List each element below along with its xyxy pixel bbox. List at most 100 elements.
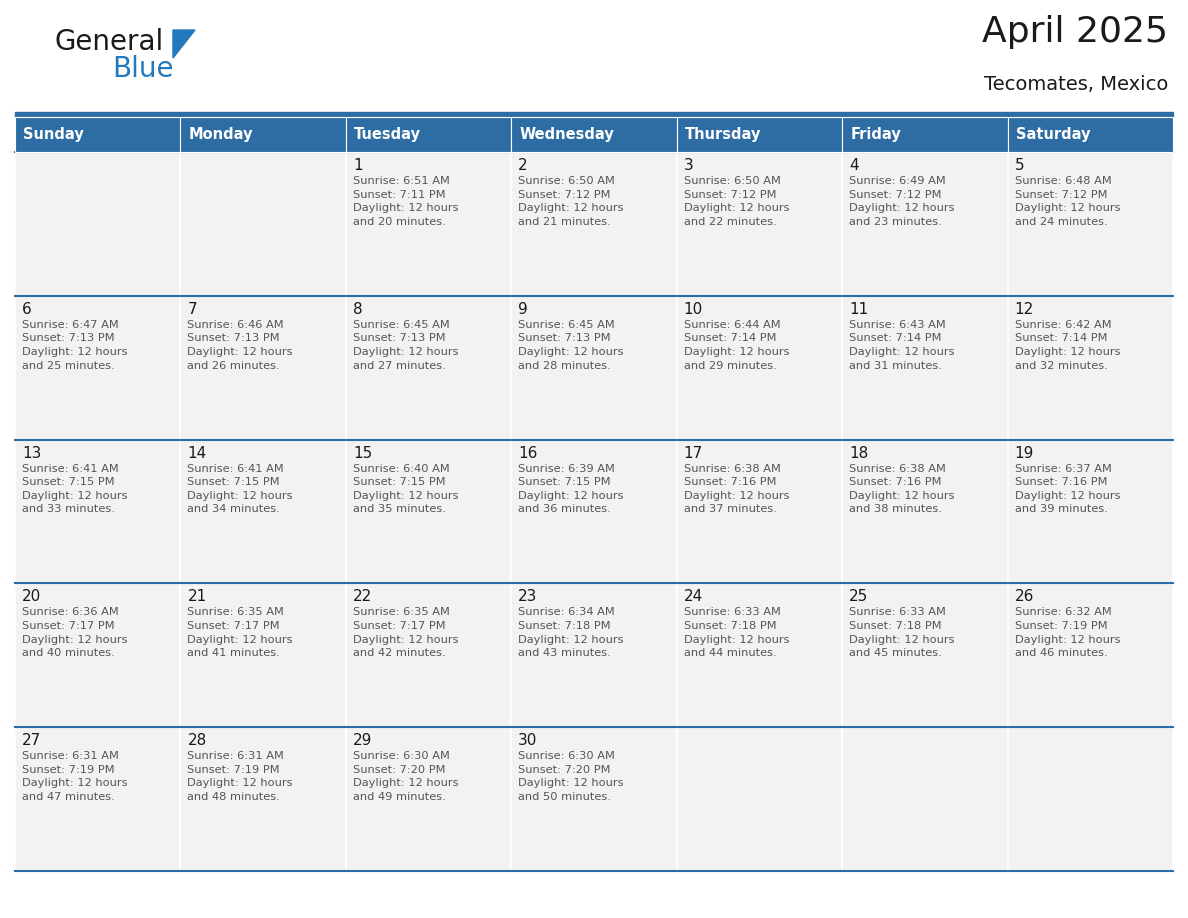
Text: Sunrise: 6:35 AM
Sunset: 7:17 PM
Daylight: 12 hours
and 42 minutes.: Sunrise: 6:35 AM Sunset: 7:17 PM Dayligh… xyxy=(353,608,459,658)
Text: Sunrise: 6:45 AM
Sunset: 7:13 PM
Daylight: 12 hours
and 28 minutes.: Sunrise: 6:45 AM Sunset: 7:13 PM Dayligh… xyxy=(518,319,624,371)
Bar xyxy=(181,117,346,152)
Text: Sunrise: 6:48 AM
Sunset: 7:12 PM
Daylight: 12 hours
and 24 minutes.: Sunrise: 6:48 AM Sunset: 7:12 PM Dayligh… xyxy=(1015,176,1120,227)
Text: 16: 16 xyxy=(518,445,538,461)
Bar xyxy=(677,296,842,440)
Text: Friday: Friday xyxy=(851,127,901,142)
Bar xyxy=(181,584,346,727)
Text: Sunrise: 6:45 AM
Sunset: 7:13 PM
Daylight: 12 hours
and 27 minutes.: Sunrise: 6:45 AM Sunset: 7:13 PM Dayligh… xyxy=(353,319,459,371)
Text: Sunrise: 6:47 AM
Sunset: 7:13 PM
Daylight: 12 hours
and 25 minutes.: Sunrise: 6:47 AM Sunset: 7:13 PM Dayligh… xyxy=(23,319,127,371)
Text: Sunrise: 6:41 AM
Sunset: 7:15 PM
Daylight: 12 hours
and 34 minutes.: Sunrise: 6:41 AM Sunset: 7:15 PM Dayligh… xyxy=(188,464,293,514)
Text: Sunrise: 6:49 AM
Sunset: 7:12 PM
Daylight: 12 hours
and 23 minutes.: Sunrise: 6:49 AM Sunset: 7:12 PM Dayligh… xyxy=(849,176,955,227)
Text: 15: 15 xyxy=(353,445,372,461)
Text: Sunrise: 6:37 AM
Sunset: 7:16 PM
Daylight: 12 hours
and 39 minutes.: Sunrise: 6:37 AM Sunset: 7:16 PM Dayligh… xyxy=(1015,464,1120,514)
Text: 20: 20 xyxy=(23,589,42,604)
Text: Sunrise: 6:40 AM
Sunset: 7:15 PM
Daylight: 12 hours
and 35 minutes.: Sunrise: 6:40 AM Sunset: 7:15 PM Dayligh… xyxy=(353,464,459,514)
Text: 9: 9 xyxy=(518,302,527,317)
Bar xyxy=(1007,296,1173,440)
Text: Sunrise: 6:30 AM
Sunset: 7:20 PM
Daylight: 12 hours
and 50 minutes.: Sunrise: 6:30 AM Sunset: 7:20 PM Dayligh… xyxy=(518,751,624,802)
Bar xyxy=(15,727,181,871)
Bar xyxy=(511,296,677,440)
Text: 1: 1 xyxy=(353,158,362,173)
Text: Sunrise: 6:35 AM
Sunset: 7:17 PM
Daylight: 12 hours
and 41 minutes.: Sunrise: 6:35 AM Sunset: 7:17 PM Dayligh… xyxy=(188,608,293,658)
Text: Tuesday: Tuesday xyxy=(354,127,421,142)
Bar xyxy=(181,727,346,871)
Text: 5: 5 xyxy=(1015,158,1024,173)
Text: 28: 28 xyxy=(188,733,207,748)
Text: Sunrise: 6:31 AM
Sunset: 7:19 PM
Daylight: 12 hours
and 47 minutes.: Sunrise: 6:31 AM Sunset: 7:19 PM Dayligh… xyxy=(23,751,127,802)
Text: Sunrise: 6:31 AM
Sunset: 7:19 PM
Daylight: 12 hours
and 48 minutes.: Sunrise: 6:31 AM Sunset: 7:19 PM Dayligh… xyxy=(188,751,293,802)
Bar xyxy=(842,296,1007,440)
Bar xyxy=(842,727,1007,871)
Text: Blue: Blue xyxy=(112,55,173,83)
Bar xyxy=(511,117,677,152)
Bar xyxy=(346,584,511,727)
Text: 6: 6 xyxy=(23,302,32,317)
Bar xyxy=(15,296,181,440)
Text: Sunrise: 6:30 AM
Sunset: 7:20 PM
Daylight: 12 hours
and 49 minutes.: Sunrise: 6:30 AM Sunset: 7:20 PM Dayligh… xyxy=(353,751,459,802)
Text: 29: 29 xyxy=(353,733,372,748)
Text: Wednesday: Wednesday xyxy=(519,127,614,142)
Text: Sunrise: 6:44 AM
Sunset: 7:14 PM
Daylight: 12 hours
and 29 minutes.: Sunrise: 6:44 AM Sunset: 7:14 PM Dayligh… xyxy=(684,319,789,371)
Text: Sunrise: 6:36 AM
Sunset: 7:17 PM
Daylight: 12 hours
and 40 minutes.: Sunrise: 6:36 AM Sunset: 7:17 PM Dayligh… xyxy=(23,608,127,658)
Bar xyxy=(511,727,677,871)
Text: Sunrise: 6:38 AM
Sunset: 7:16 PM
Daylight: 12 hours
and 37 minutes.: Sunrise: 6:38 AM Sunset: 7:16 PM Dayligh… xyxy=(684,464,789,514)
Text: 3: 3 xyxy=(684,158,694,173)
Polygon shape xyxy=(173,30,195,58)
Bar xyxy=(346,440,511,584)
Text: 25: 25 xyxy=(849,589,868,604)
Bar xyxy=(842,152,1007,296)
Text: Sunrise: 6:46 AM
Sunset: 7:13 PM
Daylight: 12 hours
and 26 minutes.: Sunrise: 6:46 AM Sunset: 7:13 PM Dayligh… xyxy=(188,319,293,371)
Text: Sunrise: 6:38 AM
Sunset: 7:16 PM
Daylight: 12 hours
and 38 minutes.: Sunrise: 6:38 AM Sunset: 7:16 PM Dayligh… xyxy=(849,464,955,514)
Text: 12: 12 xyxy=(1015,302,1034,317)
Text: 2: 2 xyxy=(518,158,527,173)
Text: 27: 27 xyxy=(23,733,42,748)
Bar xyxy=(511,440,677,584)
Text: April 2025: April 2025 xyxy=(982,15,1168,49)
Bar xyxy=(15,440,181,584)
Text: Monday: Monday xyxy=(189,127,253,142)
Bar xyxy=(511,584,677,727)
Text: Sunrise: 6:50 AM
Sunset: 7:12 PM
Daylight: 12 hours
and 21 minutes.: Sunrise: 6:50 AM Sunset: 7:12 PM Dayligh… xyxy=(518,176,624,227)
Text: Sunrise: 6:50 AM
Sunset: 7:12 PM
Daylight: 12 hours
and 22 minutes.: Sunrise: 6:50 AM Sunset: 7:12 PM Dayligh… xyxy=(684,176,789,227)
Bar xyxy=(842,584,1007,727)
Text: 10: 10 xyxy=(684,302,703,317)
Text: Sunrise: 6:41 AM
Sunset: 7:15 PM
Daylight: 12 hours
and 33 minutes.: Sunrise: 6:41 AM Sunset: 7:15 PM Dayligh… xyxy=(23,464,127,514)
Text: General: General xyxy=(55,28,164,56)
Text: Saturday: Saturday xyxy=(1016,127,1091,142)
Text: 7: 7 xyxy=(188,302,197,317)
Bar xyxy=(346,296,511,440)
Text: Sunrise: 6:39 AM
Sunset: 7:15 PM
Daylight: 12 hours
and 36 minutes.: Sunrise: 6:39 AM Sunset: 7:15 PM Dayligh… xyxy=(518,464,624,514)
Bar xyxy=(1007,727,1173,871)
Bar xyxy=(15,584,181,727)
Bar xyxy=(677,152,842,296)
Text: 23: 23 xyxy=(518,589,538,604)
Text: 8: 8 xyxy=(353,302,362,317)
Bar xyxy=(181,440,346,584)
Text: 26: 26 xyxy=(1015,589,1034,604)
Bar xyxy=(1007,440,1173,584)
Bar xyxy=(15,152,181,296)
Text: Thursday: Thursday xyxy=(684,127,762,142)
Text: Sunrise: 6:33 AM
Sunset: 7:18 PM
Daylight: 12 hours
and 45 minutes.: Sunrise: 6:33 AM Sunset: 7:18 PM Dayligh… xyxy=(849,608,955,658)
Bar xyxy=(346,727,511,871)
Bar xyxy=(677,727,842,871)
Bar xyxy=(677,584,842,727)
Bar xyxy=(1007,584,1173,727)
Bar xyxy=(346,117,511,152)
Text: 14: 14 xyxy=(188,445,207,461)
Text: 22: 22 xyxy=(353,589,372,604)
Text: Sunday: Sunday xyxy=(23,127,83,142)
Text: Sunrise: 6:42 AM
Sunset: 7:14 PM
Daylight: 12 hours
and 32 minutes.: Sunrise: 6:42 AM Sunset: 7:14 PM Dayligh… xyxy=(1015,319,1120,371)
Text: 17: 17 xyxy=(684,445,703,461)
Text: Sunrise: 6:51 AM
Sunset: 7:11 PM
Daylight: 12 hours
and 20 minutes.: Sunrise: 6:51 AM Sunset: 7:11 PM Dayligh… xyxy=(353,176,459,227)
Text: 13: 13 xyxy=(23,445,42,461)
Bar xyxy=(1007,152,1173,296)
Bar xyxy=(181,296,346,440)
Bar xyxy=(15,117,181,152)
Bar xyxy=(842,440,1007,584)
Bar xyxy=(677,440,842,584)
Text: Sunrise: 6:32 AM
Sunset: 7:19 PM
Daylight: 12 hours
and 46 minutes.: Sunrise: 6:32 AM Sunset: 7:19 PM Dayligh… xyxy=(1015,608,1120,658)
Bar xyxy=(181,152,346,296)
Bar xyxy=(511,152,677,296)
Text: Sunrise: 6:43 AM
Sunset: 7:14 PM
Daylight: 12 hours
and 31 minutes.: Sunrise: 6:43 AM Sunset: 7:14 PM Dayligh… xyxy=(849,319,955,371)
